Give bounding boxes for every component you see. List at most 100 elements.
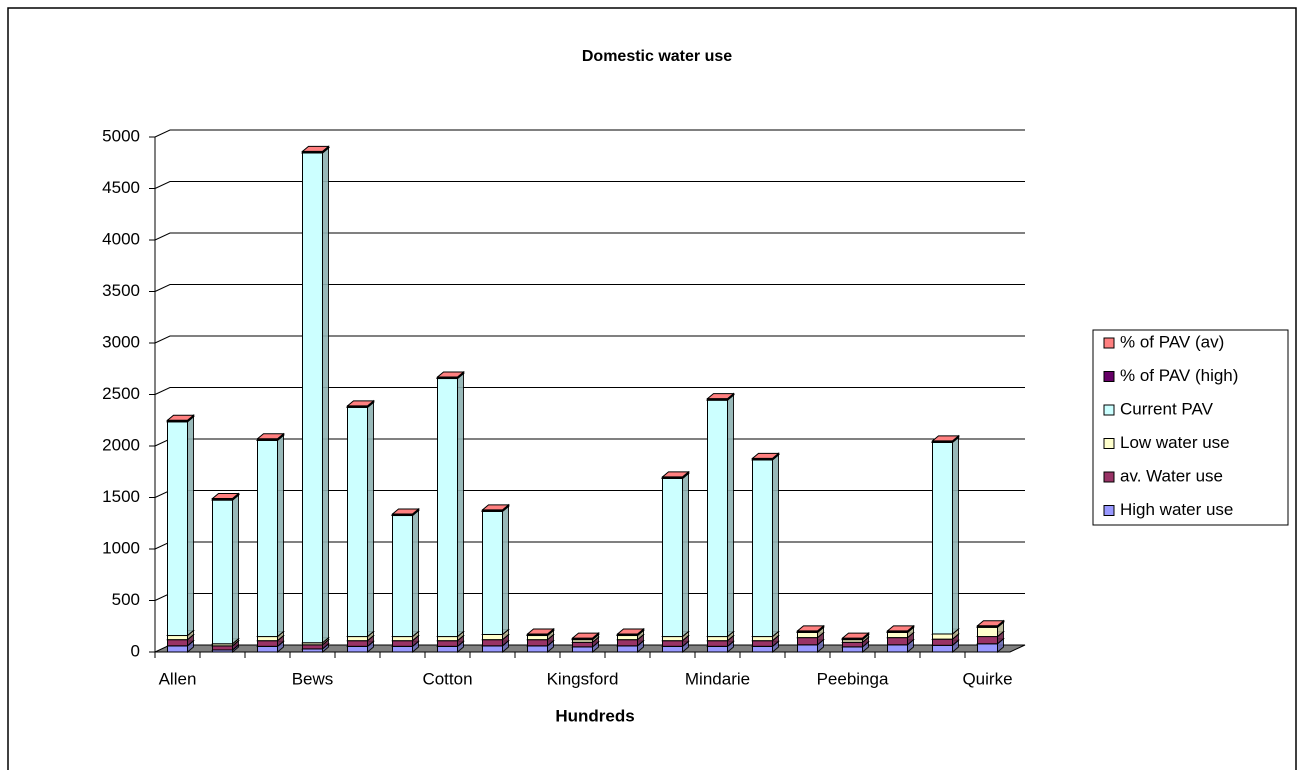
bar-top	[616, 628, 645, 635]
bar-top	[526, 628, 555, 635]
legend-label: % of PAV (av)	[1120, 332, 1224, 351]
y-tick-label: 3500	[102, 281, 140, 300]
bar-segment	[752, 640, 773, 647]
grid-line	[154, 284, 1025, 292]
bar-segment	[302, 644, 323, 650]
bar-segment	[752, 459, 773, 638]
legend-swatch	[1103, 471, 1115, 483]
legend-swatch	[1103, 404, 1115, 416]
legend-swatch	[1103, 505, 1115, 516]
y-tick-label: 2500	[102, 384, 140, 403]
bar-segment	[212, 499, 233, 645]
y-tick-label: 2000	[102, 435, 140, 454]
bar-segment	[437, 378, 458, 638]
bar-segment	[932, 441, 953, 635]
bar-segment	[527, 645, 548, 653]
bar-segment	[167, 421, 188, 637]
y-tick-label: 4000	[102, 229, 140, 248]
bar-segment	[257, 640, 278, 647]
bar-segment	[707, 640, 728, 647]
bar-top	[571, 632, 600, 639]
bar-segment	[572, 646, 593, 653]
bar-top	[211, 493, 240, 500]
bar-side	[772, 453, 779, 638]
bar-top	[706, 393, 735, 400]
grid-line	[154, 181, 1025, 189]
bar-side	[187, 415, 194, 637]
bar-segment	[707, 636, 728, 642]
bar-segment	[392, 515, 413, 638]
x-tick-label: Peebinga	[817, 669, 889, 688]
bar-top	[436, 371, 465, 378]
bar-segment	[932, 638, 953, 646]
y-tick-label: 1500	[102, 487, 140, 506]
bar-segment	[572, 641, 593, 648]
bar-segment	[167, 645, 188, 653]
y-tick-label: 0	[131, 641, 140, 660]
bar-side	[367, 401, 374, 638]
legend-swatch	[1103, 371, 1115, 382]
bar-top	[301, 145, 330, 152]
bar-segment	[212, 645, 233, 651]
bar-segment	[617, 639, 638, 647]
bar-segment	[797, 644, 818, 653]
bar-segment	[662, 636, 683, 642]
y-tick-label: 4500	[102, 178, 140, 197]
bar-segment	[887, 631, 908, 639]
bar-segment	[392, 640, 413, 647]
bar-side	[952, 436, 959, 636]
x-tick-label: Cotton	[422, 669, 472, 688]
bar-segment	[662, 645, 683, 653]
x-axis-title: Hundreds	[555, 706, 634, 725]
bar-top	[931, 435, 960, 442]
bar-segment	[482, 645, 503, 653]
x-tick-label: Quirke	[962, 669, 1012, 688]
bar-segment	[842, 641, 863, 648]
y-tick-label: 1000	[102, 538, 140, 557]
bar-segment	[977, 626, 998, 638]
x-tick-label: Mindarie	[685, 669, 750, 688]
bar-segment	[437, 645, 458, 653]
bar-side	[412, 509, 419, 638]
grid-line	[154, 335, 1025, 344]
bar-top	[751, 452, 780, 459]
bar-segment	[977, 636, 998, 645]
bar-segment	[257, 636, 278, 642]
bar-segment	[617, 635, 638, 641]
legend-swatch	[1103, 438, 1115, 449]
bar-segment	[527, 639, 548, 647]
x-tick-label: Allen	[159, 669, 197, 688]
x-tick-label: Bews	[292, 669, 334, 688]
bar-segment	[257, 439, 278, 638]
bar-top	[391, 508, 420, 515]
bar-segment	[752, 636, 773, 642]
bar-segment	[617, 645, 638, 653]
legend-label: av. Water use	[1120, 466, 1223, 485]
bar-segment	[347, 640, 368, 647]
bar-top	[481, 504, 510, 511]
bar-segment	[347, 406, 368, 638]
legend-label: High water use	[1120, 500, 1233, 519]
bar-segment	[482, 633, 503, 641]
bar-segment	[707, 645, 728, 653]
bar-top	[166, 414, 195, 421]
bar-side	[502, 505, 509, 636]
y-tick-label: 500	[112, 590, 140, 609]
bar-top	[661, 471, 690, 478]
x-tick-label: Kingsford	[547, 669, 619, 688]
grid-line	[154, 387, 1025, 395]
bar-segment	[167, 639, 188, 647]
legend-label: Current PAV	[1120, 399, 1214, 418]
bar-segment	[347, 645, 368, 653]
bar-segment	[167, 635, 188, 641]
bar-segment	[437, 640, 458, 647]
legend-label: % of PAV (high)	[1120, 366, 1238, 385]
bar-segment	[977, 643, 998, 653]
bar-segment	[932, 633, 953, 640]
bar-segment	[752, 645, 773, 653]
chart-title: Domestic water use	[582, 48, 732, 65]
bar-side	[457, 372, 464, 638]
bar-side	[322, 146, 329, 644]
bar-segment	[302, 152, 323, 644]
